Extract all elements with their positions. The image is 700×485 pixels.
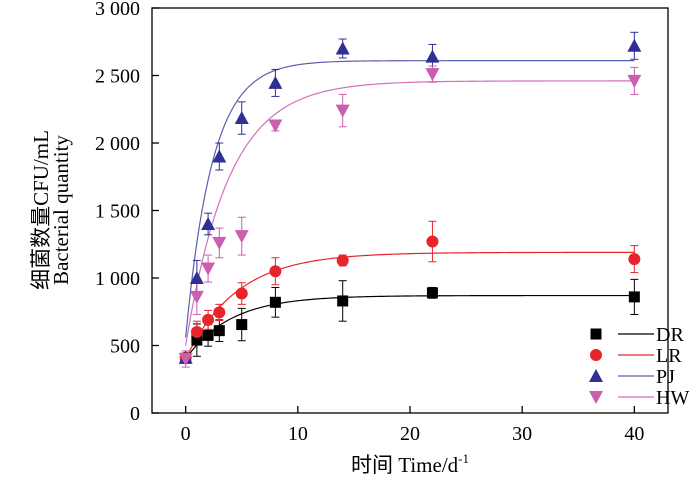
y-axis-title-en: Bacterial quantity: [49, 135, 73, 285]
marker-hw: [178, 353, 193, 366]
marker-lr: [235, 287, 248, 300]
fit-curve-dr: [185, 294, 635, 360]
marker-pj: [425, 49, 440, 63]
x-tick-label: 10: [288, 423, 308, 445]
marker-hw: [268, 119, 283, 133]
marker-dr: [426, 287, 438, 299]
marker-hw: [425, 68, 440, 82]
marker-pj: [234, 111, 249, 125]
marker-hw: [189, 290, 204, 304]
legend-label-hw: HW: [656, 387, 689, 409]
y-tick-label: 0: [130, 403, 140, 425]
marker-dr: [628, 291, 640, 303]
legend-label-pj: PJ: [656, 366, 675, 388]
plot-border: [151, 7, 669, 414]
marker-hw: [212, 236, 227, 250]
marker-lr: [269, 265, 282, 278]
legend-label-lr: LR: [656, 345, 682, 367]
y-axis-title-cn: 细菌数量CFU/mL: [29, 130, 53, 290]
marker-pj: [335, 41, 350, 55]
marker-dr: [236, 319, 248, 331]
marker-lr: [213, 306, 226, 319]
marker-pj: [627, 38, 642, 52]
marker-dr: [191, 334, 203, 346]
legend-marker-pj: [589, 369, 603, 382]
y-tick-label: 500: [110, 336, 140, 358]
marker-pj: [268, 75, 283, 89]
x-tick-label: 40: [624, 423, 644, 445]
marker-lr: [190, 326, 203, 338]
marker-lr: [202, 313, 215, 326]
y-tick-label: 1 000: [95, 268, 140, 290]
fit-curve-hw: [185, 80, 635, 346]
marker-hw: [335, 104, 350, 118]
fit-curves: [185, 60, 635, 360]
marker-pj: [201, 217, 216, 230]
y-tick-label: 2 500: [95, 66, 140, 88]
marker-lr: [426, 235, 439, 248]
y-tick-label: 3 000: [95, 0, 140, 20]
x-axis-title: 时间 Time/d-1: [351, 451, 469, 477]
legend-marker-lr: [590, 349, 602, 361]
marker-hw: [627, 74, 642, 88]
marker-dr: [269, 296, 281, 308]
marker-pj: [189, 271, 204, 284]
marker-dr: [213, 325, 225, 337]
fit-curve-pj: [185, 60, 635, 338]
y-tick-label: 2 000: [95, 133, 140, 155]
marker-lr: [336, 254, 349, 267]
legend-label-dr: DR: [656, 324, 684, 346]
y-tick-label: 1 500: [95, 201, 140, 223]
plot-frame: [151, 7, 669, 414]
marker-pj: [212, 149, 227, 163]
marker-hw: [201, 262, 216, 276]
markers: [178, 38, 642, 366]
marker-dr: [337, 295, 349, 307]
legend-marker-dr: [590, 328, 602, 340]
marker-hw: [234, 230, 249, 244]
x-axis: 0 10 20 30 40: [181, 406, 644, 445]
x-axis-title-superscript: -1: [458, 451, 469, 466]
x-tick-label: 20: [400, 423, 420, 445]
marker-lr: [628, 253, 641, 266]
x-tick-label: 30: [512, 423, 532, 445]
y-axis: 0 500 1 000 1 500 2 000 2 500 3 000: [95, 0, 159, 425]
legend-marker-hw: [589, 391, 603, 404]
marker-dr: [202, 329, 214, 341]
fit-curve-lr: [185, 251, 635, 360]
x-tick-label: 0: [181, 423, 191, 445]
